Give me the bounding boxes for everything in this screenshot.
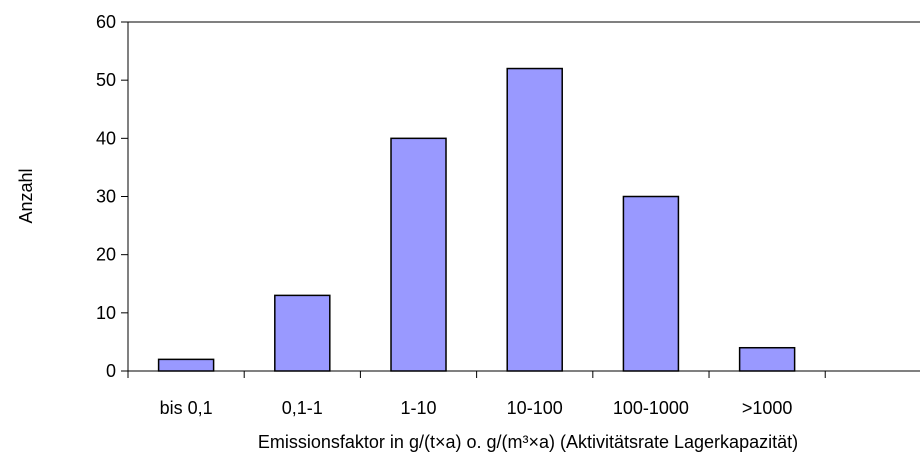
y-tick-label: 10 — [96, 303, 116, 323]
y-tick-label: 0 — [106, 361, 116, 381]
bar-0 — [157, 358, 215, 372]
bar-3 — [506, 67, 563, 372]
bar-4 — [622, 195, 680, 372]
bar-1 — [274, 294, 331, 372]
x-tick-label: 10-100 — [507, 398, 563, 418]
bar-5 — [738, 346, 796, 372]
x-tick-label: >1000 — [742, 398, 793, 418]
y-tick-label: 20 — [96, 245, 116, 265]
x-axis: bis 0,1 0,1-1 1-10 10-100 100-1000 >1000 — [127, 371, 826, 418]
y-axis-title: Anzahl — [16, 168, 36, 223]
x-tick-label: 0,1-1 — [282, 398, 323, 418]
x-tick-label: 1-10 — [400, 398, 436, 418]
y-tick-label: 30 — [96, 187, 116, 207]
bars — [157, 67, 796, 372]
y-axis: 0 10 20 30 40 50 60 — [96, 12, 128, 381]
y-tick-label: 40 — [96, 128, 116, 148]
bar-2 — [390, 137, 447, 372]
x-axis-title: Emissionsfaktor in g/(t×a) o. g/(m³×a) (… — [258, 432, 798, 452]
y-tick-label: 60 — [96, 12, 116, 32]
x-tick-label: bis 0,1 — [160, 398, 213, 418]
x-tick-label: 100-1000 — [613, 398, 689, 418]
y-tick-label: 50 — [96, 70, 116, 90]
